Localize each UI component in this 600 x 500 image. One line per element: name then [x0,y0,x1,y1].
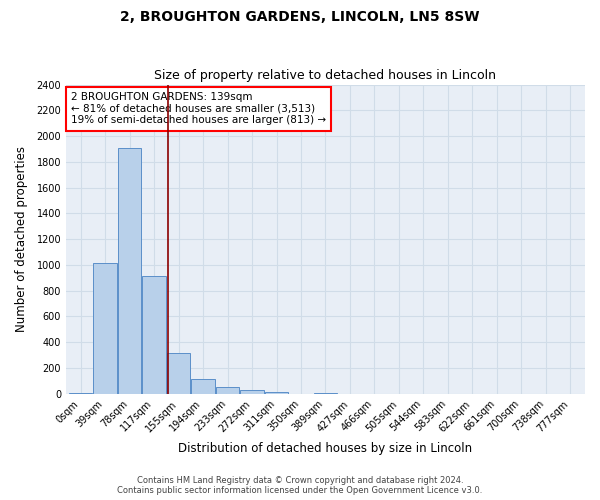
Title: Size of property relative to detached houses in Lincoln: Size of property relative to detached ho… [154,69,496,82]
Bar [142,276,166,394]
Bar [94,264,117,394]
Bar [216,387,239,394]
Bar [69,392,92,394]
Bar [191,380,215,394]
Bar [314,393,337,394]
Text: 2, BROUGHTON GARDENS, LINCOLN, LN5 8SW: 2, BROUGHTON GARDENS, LINCOLN, LN5 8SW [120,10,480,24]
Bar [118,148,141,394]
Bar [167,353,190,394]
Text: 2 BROUGHTON GARDENS: 139sqm
← 81% of detached houses are smaller (3,513)
19% of : 2 BROUGHTON GARDENS: 139sqm ← 81% of det… [71,92,326,126]
Y-axis label: Number of detached properties: Number of detached properties [15,146,28,332]
X-axis label: Distribution of detached houses by size in Lincoln: Distribution of detached houses by size … [178,442,473,455]
Bar [241,390,263,394]
Bar [265,392,288,394]
Text: Contains HM Land Registry data © Crown copyright and database right 2024.
Contai: Contains HM Land Registry data © Crown c… [118,476,482,495]
